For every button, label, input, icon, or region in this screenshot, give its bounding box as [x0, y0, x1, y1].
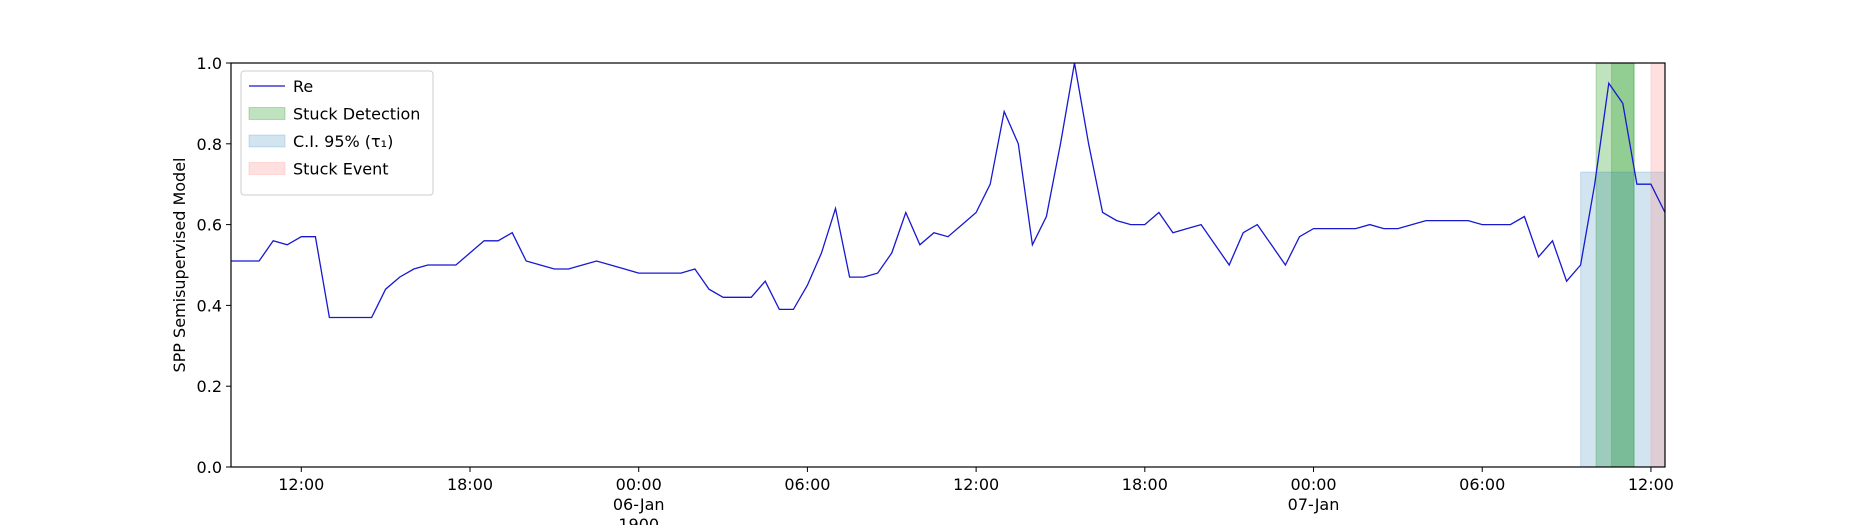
- legend-label: Re: [293, 77, 313, 96]
- span-region: [1580, 171, 1666, 468]
- x-tick-label: 18:00: [447, 475, 493, 494]
- x-tick-label: 06:00: [1459, 475, 1505, 494]
- y-tick-label: 0.6: [197, 216, 222, 235]
- x-tick-label: 18:00: [1122, 475, 1168, 494]
- x-tick-label: 06:00: [784, 475, 830, 494]
- y-tick-label: 0.0: [197, 458, 222, 477]
- y-tick-label: 0.4: [197, 296, 222, 315]
- x-tick-label: 12:00: [953, 475, 999, 494]
- x-tick-label: 12:00: [278, 475, 324, 494]
- legend-patch: [248, 162, 286, 175]
- legend-label: Stuck Event: [293, 160, 389, 179]
- y-tick-label: 1.0: [197, 54, 222, 73]
- y-axis-label: SPP Semisupervised Model: [170, 158, 189, 373]
- legend-box: [240, 70, 434, 196]
- x-tick-label: 07-Jan: [1288, 495, 1340, 514]
- legend-patch: [248, 107, 286, 120]
- y-tick-label: 0.2: [197, 377, 222, 396]
- legend-label: C.I. 95% (τ₁): [293, 132, 393, 151]
- plot-area: [231, 62, 1666, 468]
- y-tick-label: 0.8: [197, 135, 222, 154]
- x-tick-label: 00:00: [1290, 475, 1336, 494]
- x-tick-label: 06-Jan: [613, 495, 665, 514]
- legend-label: Stuck Detection: [293, 105, 420, 124]
- x-tick-label: 12:00: [1628, 475, 1674, 494]
- legend-patch: [248, 134, 286, 148]
- legend: Re Stuck Detection C.I. 95% (τ₁) Stuck Even…: [240, 70, 434, 196]
- x-tick-label: 00:00: [616, 475, 662, 494]
- axes-frame: [230, 62, 1666, 468]
- data-line: [231, 62, 1666, 319]
- x-tick-label: 1900: [618, 515, 659, 525]
- span-region: [1650, 62, 1666, 468]
